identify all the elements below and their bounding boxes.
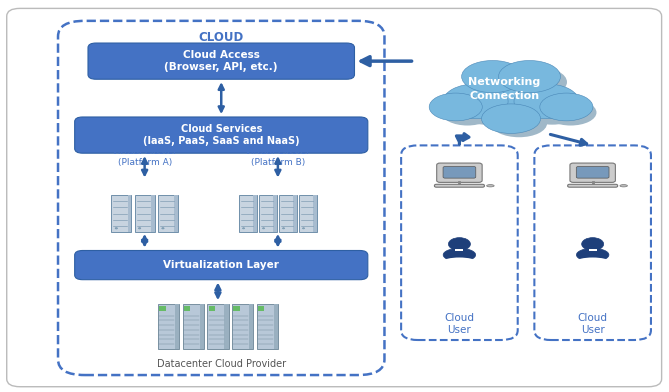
Circle shape xyxy=(282,228,284,229)
FancyBboxPatch shape xyxy=(434,184,484,187)
FancyBboxPatch shape xyxy=(256,304,278,349)
Ellipse shape xyxy=(443,258,476,265)
Ellipse shape xyxy=(443,84,508,119)
FancyBboxPatch shape xyxy=(184,306,190,311)
FancyBboxPatch shape xyxy=(111,195,131,232)
FancyBboxPatch shape xyxy=(313,195,316,232)
Ellipse shape xyxy=(471,67,530,97)
FancyBboxPatch shape xyxy=(175,304,179,349)
Text: CLOUD: CLOUD xyxy=(199,31,244,44)
Ellipse shape xyxy=(521,92,583,125)
FancyBboxPatch shape xyxy=(249,304,254,349)
Ellipse shape xyxy=(620,185,628,187)
FancyBboxPatch shape xyxy=(75,250,368,279)
Circle shape xyxy=(262,228,264,229)
FancyBboxPatch shape xyxy=(233,306,240,311)
FancyBboxPatch shape xyxy=(224,304,229,349)
Ellipse shape xyxy=(491,109,547,137)
FancyBboxPatch shape xyxy=(183,304,204,349)
Text: Virtualization Layer: Virtualization Layer xyxy=(163,260,279,270)
Ellipse shape xyxy=(498,60,561,93)
FancyBboxPatch shape xyxy=(254,195,256,232)
FancyBboxPatch shape xyxy=(589,249,597,251)
Text: Cloud Services
(IaaS, PaaS, SaaS and NaaS): Cloud Services (IaaS, PaaS, SaaS and Naa… xyxy=(143,124,300,146)
Ellipse shape xyxy=(442,100,493,125)
Text: Cloud
User: Cloud User xyxy=(444,313,474,335)
FancyBboxPatch shape xyxy=(75,117,368,153)
Ellipse shape xyxy=(478,79,559,120)
FancyBboxPatch shape xyxy=(279,195,296,232)
Ellipse shape xyxy=(455,92,517,125)
FancyBboxPatch shape xyxy=(570,163,615,182)
Text: Cloud Access
(Browser, API, etc.): Cloud Access (Browser, API, etc.) xyxy=(165,50,278,73)
Ellipse shape xyxy=(482,104,541,133)
Ellipse shape xyxy=(514,84,579,119)
FancyBboxPatch shape xyxy=(294,195,296,232)
FancyBboxPatch shape xyxy=(443,167,476,178)
FancyBboxPatch shape xyxy=(207,304,229,349)
FancyBboxPatch shape xyxy=(437,163,482,182)
Text: Cloud
User: Cloud User xyxy=(577,313,607,335)
FancyBboxPatch shape xyxy=(128,195,131,232)
FancyBboxPatch shape xyxy=(134,195,155,232)
Ellipse shape xyxy=(429,93,482,121)
Text: Networking
Connection: Networking Connection xyxy=(468,77,541,101)
Ellipse shape xyxy=(508,67,567,97)
Ellipse shape xyxy=(486,185,494,187)
FancyBboxPatch shape xyxy=(568,184,617,187)
FancyBboxPatch shape xyxy=(576,167,609,178)
Text: Datacenter Cloud Provider: Datacenter Cloud Provider xyxy=(157,359,286,369)
Circle shape xyxy=(115,228,118,229)
Ellipse shape xyxy=(545,100,597,125)
FancyBboxPatch shape xyxy=(232,304,254,349)
FancyBboxPatch shape xyxy=(274,304,278,349)
FancyBboxPatch shape xyxy=(151,195,155,232)
FancyBboxPatch shape xyxy=(299,195,316,232)
Circle shape xyxy=(302,228,304,229)
Circle shape xyxy=(162,228,164,229)
Circle shape xyxy=(448,238,470,250)
Ellipse shape xyxy=(443,248,476,261)
FancyBboxPatch shape xyxy=(158,304,179,349)
Ellipse shape xyxy=(468,72,554,117)
FancyBboxPatch shape xyxy=(88,43,355,79)
Circle shape xyxy=(243,228,245,229)
FancyBboxPatch shape xyxy=(209,306,215,311)
FancyBboxPatch shape xyxy=(456,249,464,251)
FancyBboxPatch shape xyxy=(199,304,204,349)
FancyBboxPatch shape xyxy=(274,195,276,232)
FancyBboxPatch shape xyxy=(258,306,264,311)
FancyBboxPatch shape xyxy=(259,195,276,232)
Circle shape xyxy=(138,228,141,229)
Ellipse shape xyxy=(540,93,593,121)
FancyBboxPatch shape xyxy=(159,306,166,311)
Circle shape xyxy=(581,238,603,250)
FancyBboxPatch shape xyxy=(240,195,256,232)
Ellipse shape xyxy=(577,258,609,265)
Text: Virtual Cluster
(Platform A): Virtual Cluster (Platform A) xyxy=(112,147,177,167)
FancyBboxPatch shape xyxy=(175,195,178,232)
Text: Virtual Cluster
(Platform B): Virtual Cluster (Platform B) xyxy=(246,147,310,167)
Ellipse shape xyxy=(462,60,524,93)
Ellipse shape xyxy=(577,248,609,261)
FancyBboxPatch shape xyxy=(158,195,178,232)
